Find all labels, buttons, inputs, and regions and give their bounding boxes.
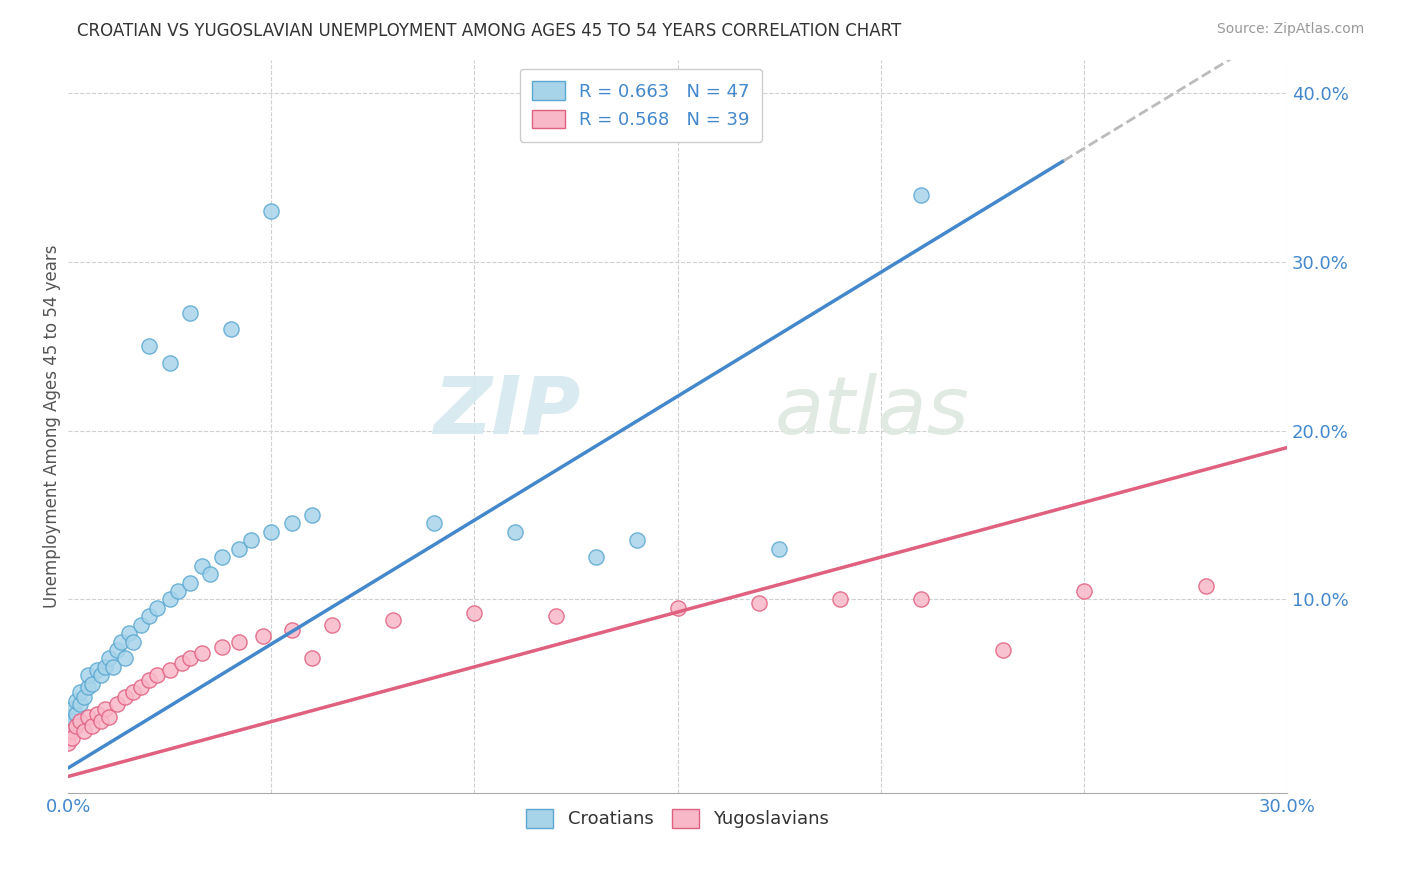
Text: atlas: atlas	[775, 373, 970, 450]
Point	[93, 702, 115, 716]
Point	[60, 723, 83, 738]
Point	[97, 710, 120, 724]
Text: CROATIAN VS YUGOSLAVIAN UNEMPLOYMENT AMONG AGES 45 TO 54 YEARS CORRELATION CHART: CROATIAN VS YUGOSLAVIAN UNEMPLOYMENT AMO…	[77, 22, 901, 40]
Point	[90, 668, 112, 682]
Point	[252, 630, 274, 644]
Point	[146, 600, 169, 615]
Point	[423, 516, 446, 531]
Y-axis label: Unemployment Among Ages 45 to 54 years: Unemployment Among Ages 45 to 54 years	[44, 244, 60, 608]
Point	[101, 660, 124, 674]
Point	[65, 719, 87, 733]
Point	[65, 707, 87, 722]
Point	[138, 673, 160, 688]
Text: ZIP: ZIP	[433, 373, 581, 450]
Point	[73, 723, 96, 738]
Point	[146, 668, 169, 682]
Point	[991, 643, 1014, 657]
Point	[122, 634, 145, 648]
Point	[280, 623, 302, 637]
Point	[830, 592, 852, 607]
Point	[97, 651, 120, 665]
Point	[910, 187, 932, 202]
Point	[179, 305, 201, 319]
Legend: Croatians, Yugoslavians: Croatians, Yugoslavians	[519, 802, 837, 836]
Point	[93, 660, 115, 674]
Point	[228, 634, 250, 648]
Point	[166, 583, 188, 598]
Point	[86, 707, 108, 722]
Point	[159, 592, 181, 607]
Text: Source: ZipAtlas.com: Source: ZipAtlas.com	[1216, 22, 1364, 37]
Point	[56, 736, 79, 750]
Point	[321, 617, 343, 632]
Point	[768, 541, 790, 556]
Point	[626, 533, 648, 548]
Point	[211, 640, 233, 654]
Point	[179, 575, 201, 590]
Point	[105, 697, 128, 711]
Point	[56, 719, 79, 733]
Point	[86, 663, 108, 677]
Point	[159, 663, 181, 677]
Point	[191, 558, 214, 573]
Point	[129, 617, 152, 632]
Point	[56, 727, 79, 741]
Point	[191, 646, 214, 660]
Point	[60, 702, 83, 716]
Point	[122, 685, 145, 699]
Point	[280, 516, 302, 531]
Point	[503, 524, 526, 539]
Point	[159, 356, 181, 370]
Point	[77, 668, 100, 682]
Point	[110, 634, 132, 648]
Point	[1073, 583, 1095, 598]
Point	[60, 714, 83, 728]
Point	[118, 626, 141, 640]
Point	[69, 697, 91, 711]
Point	[463, 606, 485, 620]
Point	[1195, 579, 1218, 593]
Point	[170, 657, 193, 671]
Point	[301, 508, 323, 522]
Point	[910, 592, 932, 607]
Point	[382, 613, 405, 627]
Point	[77, 680, 100, 694]
Point	[69, 714, 91, 728]
Point	[138, 339, 160, 353]
Point	[56, 710, 79, 724]
Point	[748, 596, 770, 610]
Point	[301, 651, 323, 665]
Point	[138, 609, 160, 624]
Point	[73, 690, 96, 705]
Point	[544, 609, 567, 624]
Point	[585, 550, 607, 565]
Point	[179, 651, 201, 665]
Point	[239, 533, 262, 548]
Point	[65, 693, 87, 707]
Point	[129, 680, 152, 694]
Point	[260, 524, 283, 539]
Point	[82, 719, 104, 733]
Point	[90, 714, 112, 728]
Point	[211, 550, 233, 565]
Point	[60, 731, 83, 745]
Point	[666, 600, 689, 615]
Point	[219, 322, 242, 336]
Point	[200, 567, 222, 582]
Point	[82, 676, 104, 690]
Point	[260, 204, 283, 219]
Point	[105, 643, 128, 657]
Point	[69, 685, 91, 699]
Point	[228, 541, 250, 556]
Point	[114, 651, 136, 665]
Point	[114, 690, 136, 705]
Point	[77, 710, 100, 724]
